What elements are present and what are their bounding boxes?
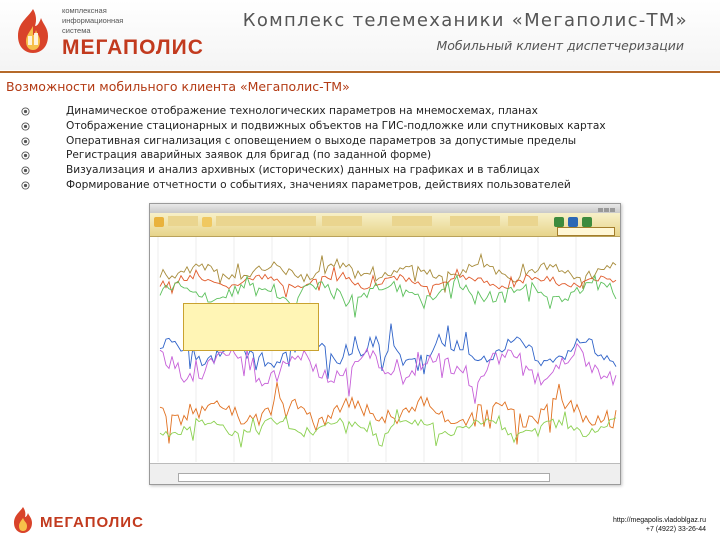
timeline-scrollbar <box>178 473 550 482</box>
footer-phone: +7 (4922) 33-26-44 <box>645 526 706 533</box>
toolbar-cell <box>168 216 198 226</box>
circle-bullet-icon <box>21 122 30 131</box>
window-titlebar <box>150 204 620 213</box>
toolbar-cell <box>392 216 432 226</box>
feature-item: Визуализация и анализ архивных (историче… <box>20 163 606 178</box>
app-statusbar <box>150 463 620 484</box>
header-divider <box>0 71 720 73</box>
flame-logo-icon <box>18 9 48 53</box>
feature-item: Формирование отчетности о событиях, знач… <box>20 178 606 193</box>
circle-bullet-icon <box>21 137 30 146</box>
phone-icon <box>554 217 564 227</box>
status-icon <box>582 217 592 227</box>
trend-series-line <box>159 266 617 298</box>
feature-item: Оперативная сигнализация с оповещением о… <box>20 134 606 149</box>
footer-flame-logo-icon <box>14 507 32 533</box>
app-toolbar <box>150 213 620 237</box>
feature-text: Регистрация аварийных заявок для бригад … <box>66 149 432 162</box>
circle-bullet-icon <box>21 181 30 190</box>
feature-item: Динамическое отображение технологических… <box>20 104 606 119</box>
footer-url: http://megapolis.vladoblgaz.ru <box>613 517 706 524</box>
feature-text: Динамическое отображение технологических… <box>66 105 538 117</box>
brand-name: МЕГАПОЛИС <box>62 36 204 59</box>
brand-tagline-line: информационная <box>62 16 124 25</box>
feature-text: Оперативная сигнализация с оповещением о… <box>66 134 577 147</box>
circle-bullet-icon <box>21 166 30 175</box>
section-title: Возможности мобильного клиента «Мегаполи… <box>6 79 350 94</box>
circle-bullet-icon <box>21 107 30 116</box>
feature-text: Формирование отчетности о событиях, знач… <box>66 178 571 191</box>
trend-series-line <box>159 382 617 445</box>
feature-item: Отображение стационарных и подвижных объ… <box>20 119 606 134</box>
home-icon <box>154 217 164 227</box>
brand-tagline-line: система <box>62 26 91 35</box>
trend-series-line <box>159 342 617 404</box>
trend-series-line <box>159 274 617 318</box>
values-tooltip <box>183 303 319 351</box>
page-title: Комплекс телемеханики «Мегаполис-ТМ» <box>242 10 688 31</box>
feature-item: Регистрация аварийных заявок для бригад … <box>20 148 606 163</box>
app-screenshot <box>149 203 621 485</box>
trend-series-line <box>159 252 617 293</box>
brand-tagline-line: комплексная <box>62 6 107 15</box>
brand-tagline: комплексная информационная система <box>62 6 123 36</box>
circle-bullet-icon <box>21 151 30 160</box>
page-subtitle: Мобильный клиент диспетчеризации <box>436 38 684 53</box>
feature-text: Отображение стационарных и подвижных объ… <box>66 119 606 132</box>
footer-contacts: http://megapolis.vladoblgaz.ru +7 (4922)… <box>613 516 706 534</box>
settings-icon <box>568 217 578 227</box>
feature-text: Визуализация и анализ архивных (историче… <box>66 164 540 177</box>
header: комплексная информационная система МЕГАП… <box>0 0 720 70</box>
toolbar-cell <box>216 216 316 226</box>
toolbar-cell <box>450 216 500 226</box>
window-controls <box>597 206 617 212</box>
toolbar-cell <box>322 216 362 226</box>
footer-brand-name: МЕГАПОЛИС <box>40 514 144 531</box>
alarms-button <box>557 227 615 236</box>
feature-list: Динамическое отображение технологических… <box>20 104 606 193</box>
trend-series-line <box>159 409 617 448</box>
folder-icon <box>202 217 212 227</box>
toolbar-cell <box>508 216 538 226</box>
